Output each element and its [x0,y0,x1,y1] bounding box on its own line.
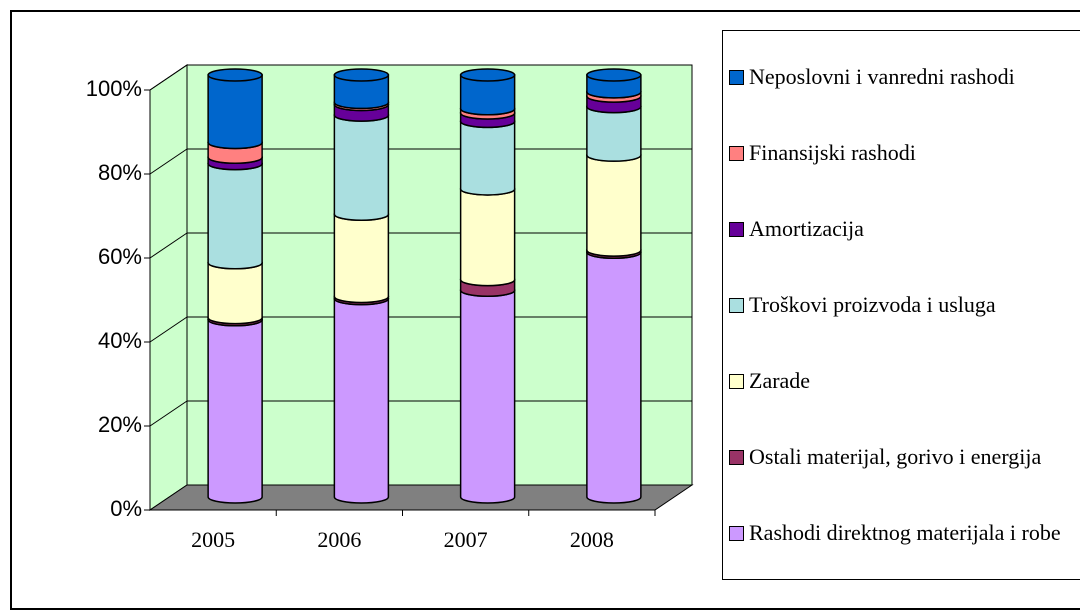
grid-line [149,400,188,427]
x-tick-label: 2007 [444,527,488,552]
legend-label: Troškovi proizvoda i usluga [749,292,996,317]
legend-label: Ostali materijal, gorivo i energija [749,444,1042,469]
side-wall [149,64,188,511]
bar-part [333,74,390,110]
legend-label: Finansijski rashodi [749,140,916,165]
bar-segment [586,68,642,99]
y-tick-label: 80% [98,160,142,185]
y-tick-label: 60% [98,244,142,269]
bar-segment [586,148,642,257]
bar-part [207,262,263,325]
bar-part [459,68,516,82]
bar-part [333,114,390,222]
grid-line [149,64,188,91]
bar-segment [459,283,516,504]
bar-part [207,162,263,270]
bar-part [459,74,516,116]
x-tick-label: 2006 [317,527,361,552]
grid-line [149,148,188,175]
legend-item: Neposlovni i vanredni rashodi [729,59,1077,95]
bar-part [459,289,516,504]
legend-label: Rashodi direktnog materijala i robe [749,520,1061,545]
legend-swatch [729,146,744,161]
y-tick-label: 100% [86,76,142,101]
grid-line [149,316,188,343]
bar-segment [333,108,390,222]
legend-swatch [729,526,744,541]
legend-item: Ostali materijal, gorivo i energija [729,439,1077,475]
bar-part [586,105,642,162]
y-tick-label: 0% [110,496,142,521]
bar-segment [459,182,516,287]
bar-segment [333,207,390,304]
x-tick-label: 2005 [191,527,235,552]
bar-part [333,68,390,82]
bar-segment [207,156,263,270]
bar-segment [586,245,642,504]
bar-part [207,319,263,504]
legend-swatch [729,222,744,237]
bar-part [207,74,263,150]
bar-part [333,297,390,504]
bar-part [459,188,516,287]
legend-item: Finansijski rashodi [729,135,1077,171]
legend-swatch [729,70,744,85]
legend-swatch [729,374,744,389]
bar-part [207,68,263,82]
bar-segment [207,68,263,150]
bar-part [586,251,642,504]
legend-item: Troškovi proizvoda i usluga [729,287,1077,323]
bar-segment [333,68,390,110]
bar-segment [333,291,390,504]
legend-label: Neposlovni i vanredni rashodi [749,64,1015,89]
legend-item: Zarade [729,363,1077,399]
bar-part [333,213,390,304]
legend-item: Rashodi direktnog materijala i robe [729,515,1077,551]
legend-swatch [729,450,744,465]
bar-part [586,68,642,82]
x-tick-label: 2008 [570,527,614,552]
legend-label: Amortizacija [749,216,864,241]
bar-part [459,120,516,196]
bar-part [586,154,642,257]
y-tick-label: 40% [98,328,142,353]
bar-segment [207,313,263,504]
legend-swatch [729,298,744,313]
y-tick-label: 20% [98,412,142,437]
bar-segment [459,68,516,116]
legend: Neposlovni i vanredni rashodi Finansijski… [722,30,1080,580]
legend-item: Amortizacija [729,211,1077,247]
legend-label: Zarade [749,368,811,393]
grid-line [149,232,188,259]
